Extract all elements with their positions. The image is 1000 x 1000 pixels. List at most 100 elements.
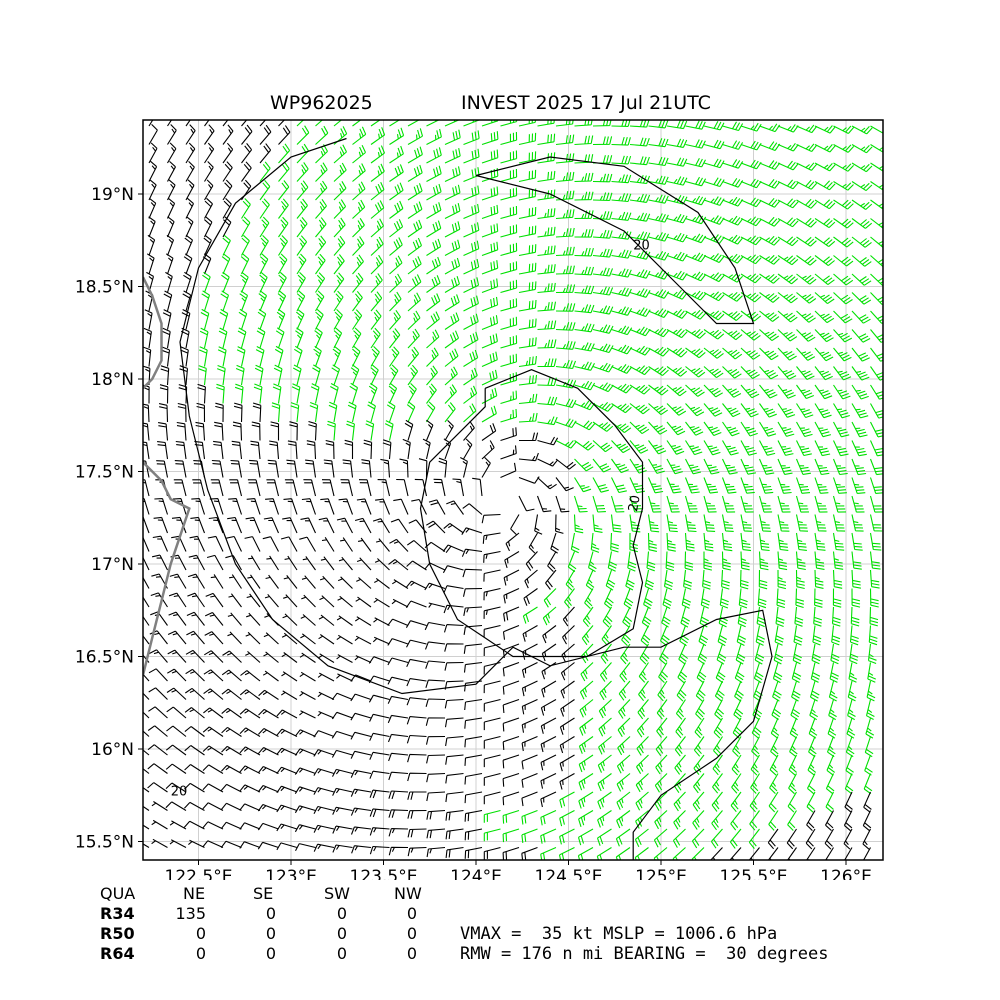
wind-barb [505, 532, 520, 552]
wind-barb [638, 662, 649, 683]
wind-barb [389, 538, 409, 552]
wind-barb [239, 765, 261, 774]
wind-barb [286, 459, 298, 478]
wind-barb [481, 296, 499, 312]
wind-barb [361, 459, 372, 478]
x-tick-label: 125°E [635, 867, 687, 880]
wind-barb [315, 198, 327, 219]
wind-barb [236, 346, 246, 367]
wind-barb [303, 479, 317, 497]
wind-barb [445, 791, 464, 803]
wind-barb [369, 827, 390, 836]
wind-barb [389, 346, 400, 367]
wind-barb [184, 764, 205, 774]
wind-barb [247, 574, 261, 589]
wind-barb [699, 606, 709, 628]
wind-barb [666, 458, 683, 475]
wind-barb [301, 575, 316, 589]
wind-barb [796, 440, 812, 457]
wind-barb [369, 732, 390, 741]
wind-barb [558, 847, 575, 860]
wind-barb [370, 364, 379, 386]
wind-barb [629, 403, 650, 415]
wind-barb [143, 576, 150, 589]
wind-barb [187, 573, 205, 589]
wind-barb [521, 698, 538, 715]
wind-barb [643, 588, 653, 610]
wind-barb [673, 810, 686, 830]
wind-barb [321, 537, 335, 552]
wind-barb [407, 164, 423, 182]
contour-label: 20 [633, 239, 650, 254]
wind-barb [814, 551, 825, 570]
wind-barb [813, 606, 823, 627]
wind-barb [202, 783, 224, 793]
wind-barb [832, 569, 843, 589]
wind-barb [446, 500, 464, 515]
wind-barb [483, 550, 501, 563]
wind-barb [174, 460, 187, 478]
wind-barb [211, 459, 224, 478]
wind-barb [481, 457, 491, 478]
wind-barb [722, 234, 744, 245]
wind-barb [464, 735, 483, 748]
wind-barb [151, 801, 168, 811]
wind-barb [656, 717, 668, 738]
wind-barb [373, 597, 390, 608]
wind-barb [851, 218, 873, 229]
wind-barb [259, 198, 270, 219]
wind-barb [143, 497, 150, 515]
wind-barb [600, 643, 612, 664]
wind-barb [247, 479, 261, 497]
wind-barb [666, 120, 688, 130]
wind-barb [795, 569, 805, 590]
wind-barb [245, 650, 261, 663]
wind-barb [833, 440, 849, 457]
wind-barb [346, 420, 355, 441]
table-cell-r34-se: 0 [265, 904, 276, 923]
wind-barb [636, 754, 649, 774]
wind-barb [370, 273, 383, 293]
wind-barb [503, 569, 520, 586]
wind-barb [691, 828, 705, 849]
wind-barb [315, 144, 328, 164]
wind-barb [204, 612, 224, 626]
wind-barb [296, 198, 308, 219]
wind-barb [814, 144, 836, 153]
wind-barb [148, 160, 158, 182]
wind-barb [826, 736, 836, 758]
wind-barb [833, 366, 852, 381]
wind-barb [452, 478, 465, 497]
wind-barb [592, 229, 613, 239]
wind-barb [578, 810, 594, 827]
wind-barb [389, 328, 401, 349]
wind-barb [833, 199, 854, 210]
wind-barb [426, 147, 442, 164]
wind-barb [673, 791, 686, 812]
wind-barb [796, 217, 817, 228]
wind-barb [483, 624, 501, 638]
wind-barb [259, 253, 269, 275]
wind-barb [759, 197, 781, 208]
wind-barb [296, 125, 310, 145]
wind-barb [502, 846, 520, 860]
wind-barb [425, 717, 446, 726]
wind-barb [629, 137, 650, 147]
wind-barb [241, 179, 252, 201]
wind-barb [144, 309, 153, 330]
wind-barb [462, 587, 483, 597]
wind-barb [740, 292, 762, 303]
wind-barb [792, 643, 802, 665]
wind-barb [537, 152, 556, 164]
wind-barb [518, 356, 537, 368]
wind-barb [592, 362, 614, 373]
wind-barb [555, 379, 577, 389]
wind-barb [592, 421, 614, 432]
wind-barb [654, 773, 668, 793]
wind-barb [356, 557, 372, 571]
wind-barb [796, 143, 818, 152]
wind-barb [611, 136, 631, 146]
wind-barb [559, 736, 575, 754]
wind-barb [555, 440, 577, 449]
wind-barb [814, 440, 831, 457]
